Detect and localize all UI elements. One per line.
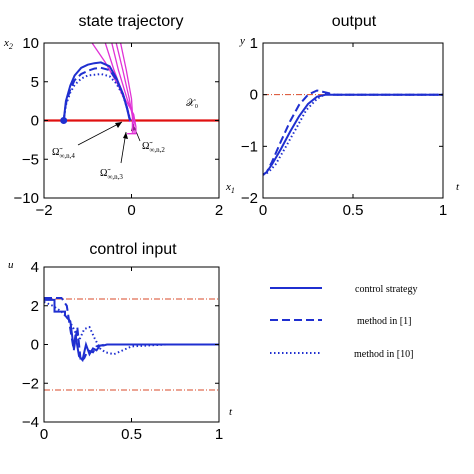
control-input-panel: control input u t 0 0.5 1 −4 −2 0 2 4 <box>8 241 233 443</box>
control-y-tick-label: −2 <box>22 375 39 392</box>
state-y-axis-label: x2 <box>3 37 13 51</box>
set-boundary-4 <box>119 43 134 120</box>
output-y-axis-label: y <box>239 35 245 47</box>
set-boundary-2 <box>111 43 135 134</box>
state-x-axis-label: x1 <box>225 181 235 195</box>
omega-set-4-arrowhead <box>115 122 122 128</box>
output-y-tick-label: 0 <box>250 87 258 104</box>
control-y-tick-label: −4 <box>22 414 39 431</box>
omega-set-3-arrowhead <box>123 132 128 139</box>
control-series-dotted <box>44 300 219 356</box>
output-panel: output y t 0 0.5 1 −2 −1 0 1 <box>239 13 460 219</box>
state-trajectory-panel: state trajectory x2 x1 𝒳₀ Ω̃∞,n,4 Ω̃∞,n,… <box>3 13 235 219</box>
omega-set-4-arrow <box>77 121 123 146</box>
region-x0-label: 𝒳₀ <box>186 98 199 109</box>
set-boundary-5 <box>91 43 131 123</box>
control-x-tick-label: 1 <box>215 426 223 443</box>
legend-label-control-strategy: control strategy <box>355 284 417 295</box>
state-y-tick-label: −10 <box>14 190 39 207</box>
state-trajectory-title: state trajectory <box>79 13 184 30</box>
output-title: output <box>332 13 377 30</box>
output-x-axis-label: t <box>456 181 460 193</box>
state-x-tick-label: −2 <box>35 202 52 219</box>
omega-set-4-label: Ω̃∞,n,4 <box>52 147 75 160</box>
state-y-tick-label: 10 <box>22 35 39 52</box>
output-x-tick-label: 1 <box>439 202 447 219</box>
legend: control strategy method in [1] method in… <box>270 284 417 360</box>
legend-label-method-10: method in [10] <box>354 349 413 360</box>
control-y-tick-label: 2 <box>31 298 39 315</box>
control-x-tick-label: 0.5 <box>121 426 142 443</box>
control-y-axis-label: u <box>8 259 14 271</box>
control-x-axis-label: t <box>229 406 233 418</box>
state-series-dashed <box>62 66 132 121</box>
state-y-tick-label: 0 <box>31 113 39 130</box>
output-x-tick-label: 0.5 <box>343 202 364 219</box>
state-x-tick-label: 2 <box>215 202 223 219</box>
output-series-solid <box>263 93 443 176</box>
output-y-tick-label: −1 <box>241 138 258 155</box>
output-series-dotted <box>263 92 443 176</box>
control-y-tick-label: 4 <box>31 259 39 276</box>
state-x-tick-label: 0 <box>127 202 135 219</box>
legend-label-method-1: method in [1] <box>357 316 411 327</box>
control-y-tick-label: 0 <box>31 337 39 354</box>
omega-set-2-label: Ω̃∞,n,2 <box>142 141 165 154</box>
state-plot-area <box>44 43 219 135</box>
control-series-dashed <box>44 297 219 365</box>
initial-state-marker <box>60 117 68 124</box>
set-boundary-3 <box>115 43 134 133</box>
control-input-title: control input <box>89 241 177 258</box>
output-plot-area <box>263 89 443 176</box>
output-y-tick-label: −2 <box>241 190 258 207</box>
control-x-tick-label: 0 <box>40 426 48 443</box>
set-boundary-1 <box>104 43 137 135</box>
state-y-tick-label: 5 <box>31 74 39 91</box>
state-y-tick-label: −5 <box>22 151 39 168</box>
control-plot-area <box>44 297 219 391</box>
output-y-tick-label: 1 <box>250 35 258 52</box>
omega-set-3-label: Ω̃∞,n,3 <box>100 168 123 181</box>
output-x-tick-label: 0 <box>259 202 267 219</box>
